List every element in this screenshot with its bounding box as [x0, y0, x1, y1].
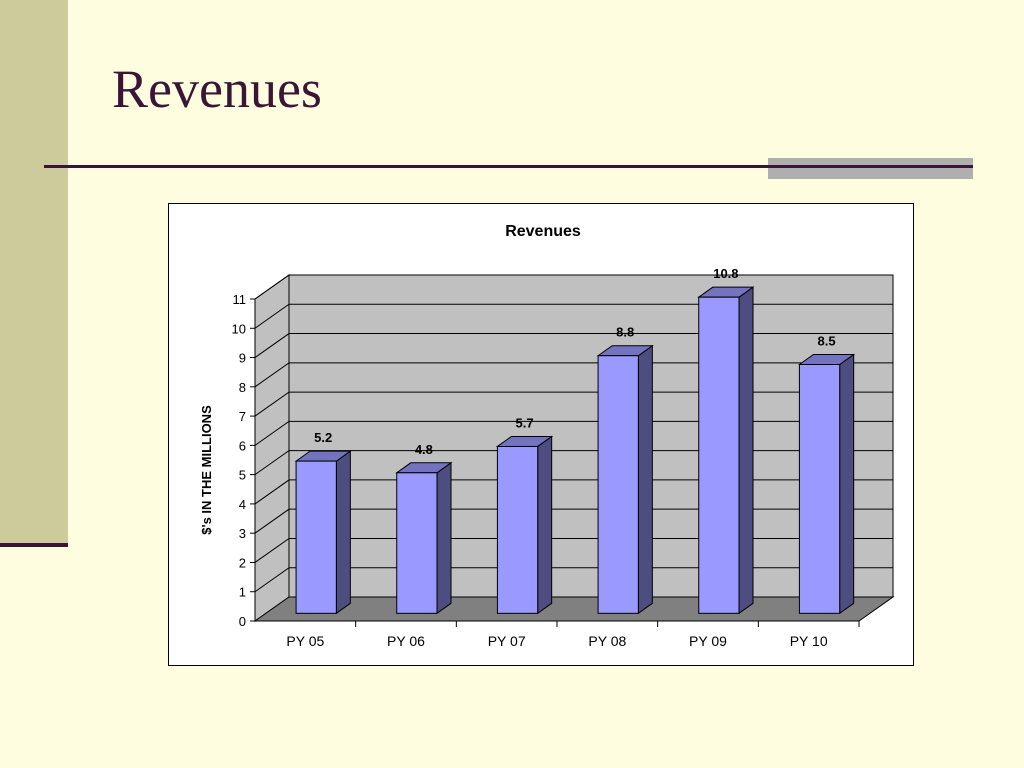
- y-tick-label: 8: [239, 380, 246, 395]
- y-axis-label: $'s IN THE MILLIONS: [199, 405, 214, 535]
- bar-side: [537, 435, 553, 615]
- gridline: [254, 420, 893, 446]
- bar-data-label: 4.8: [415, 442, 433, 457]
- bar-side: [436, 461, 452, 615]
- gridline: [254, 479, 893, 505]
- bar-side: [839, 353, 855, 615]
- gridline: [254, 450, 893, 476]
- bar-data-label: 10.8: [713, 266, 738, 281]
- y-tick-label: 6: [239, 438, 246, 453]
- bar-side: [738, 286, 754, 615]
- gridline: [254, 333, 893, 358]
- gridline: [254, 537, 893, 563]
- side-wall: [254, 274, 290, 622]
- gridline: [254, 508, 893, 534]
- bar: [295, 460, 337, 614]
- bar-side: [637, 344, 653, 615]
- y-tick-label: 2: [239, 555, 246, 570]
- y-tick-label: 7: [239, 409, 246, 424]
- chart-frame: Revenues $'s IN THE MILLIONS 0 1 2 3 4 5 6 7 8 9 1…: [168, 203, 914, 666]
- x-tick-label: PY 07: [488, 633, 526, 649]
- gridlines: [254, 274, 893, 593]
- bar: [496, 445, 539, 614]
- bar: [798, 364, 841, 614]
- x-tick-label: PY 09: [689, 633, 727, 649]
- title-rule: [44, 165, 972, 168]
- y-tick-label: 0: [239, 614, 246, 629]
- title-accent-line: [768, 165, 973, 168]
- revenue-chart: Revenues $'s IN THE MILLIONS 0 1 2 3 4 5 6 7 8 9 1…: [199, 223, 895, 649]
- y-tick-label: 3: [239, 526, 246, 541]
- x-tick-label: PY 06: [387, 633, 425, 649]
- bar: [396, 472, 438, 614]
- x-tick-label: PY 05: [286, 633, 324, 649]
- bar-data-label: 8.5: [818, 334, 836, 349]
- x-tick-label: PY 08: [588, 633, 626, 649]
- slide-title: Revenues: [112, 59, 322, 119]
- gridline: [254, 303, 893, 329]
- chart-text: Revenues $'s IN THE MILLIONS 0 1 2 3 4 5 6 7 8 9 1…: [199, 223, 836, 649]
- axes: [250, 298, 860, 627]
- y-tick-label: 4: [239, 497, 246, 512]
- plot-back-wall: [254, 274, 894, 622]
- gridline: [254, 274, 893, 300]
- bar-side: [335, 450, 351, 615]
- title-accent-block: [768, 158, 973, 179]
- y-tick-label: 11: [233, 292, 247, 307]
- y-tick-label: 9: [239, 351, 246, 366]
- y-tick-label: 10: [232, 321, 246, 336]
- bar: [597, 355, 639, 614]
- y-tick-label: 5: [239, 468, 246, 483]
- gridline: [254, 391, 893, 417]
- bar: [698, 296, 740, 614]
- gridline: [254, 567, 893, 593]
- x-tick-label: PY 10: [790, 633, 828, 649]
- bar-data-label: 5.2: [314, 430, 332, 445]
- bars: [294, 286, 856, 615]
- bar-data-label: 5.7: [516, 415, 534, 430]
- left-decorative-band: [0, 0, 68, 545]
- back-wall: [288, 274, 894, 598]
- bar-data-label: 8.8: [616, 325, 634, 340]
- gridline: [254, 362, 893, 388]
- y-tick-label: 1: [239, 585, 246, 600]
- chart-title: Revenues: [505, 223, 581, 240]
- left-band-rule: [0, 543, 68, 547]
